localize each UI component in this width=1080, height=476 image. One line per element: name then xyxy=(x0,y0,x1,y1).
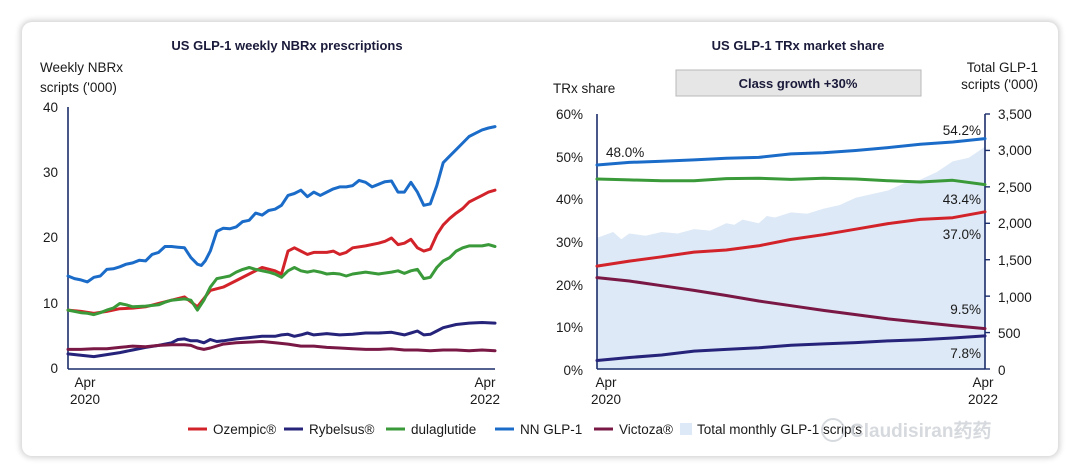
left-xtick-end-month: Apr xyxy=(474,375,496,390)
left-ylabel-line1: Weekly NBRx xyxy=(40,60,123,75)
nn-glp1-start-label: 48.0% xyxy=(606,145,644,160)
dulaglutide-end-label: 43.4% xyxy=(943,192,981,207)
left-xtick-end-year: 2022 xyxy=(470,392,500,407)
left-series-dulaglutide xyxy=(66,243,497,317)
right-ytick-right-1500: 1,500 xyxy=(998,253,1032,268)
right-series-rybelsus xyxy=(595,334,987,362)
right-ylabel-right-line1: Total GLP-1 xyxy=(967,60,1038,75)
right-xtick-end-month: Apr xyxy=(972,375,994,390)
left-ytick-10: 10 xyxy=(43,296,58,311)
class-growth-annotation: Class growth +30% xyxy=(739,76,858,91)
left-series-nn_glp1 xyxy=(66,125,497,284)
right-ytick-right-2500: 2,500 xyxy=(998,180,1032,195)
legend-total-label: Total monthly GLP-1 scripts xyxy=(697,422,862,437)
right-ytick-right-500: 500 xyxy=(998,326,1021,341)
legend-rybelsus-label: Rybelsus® xyxy=(309,422,375,437)
left-ytick-20: 20 xyxy=(43,230,58,245)
rybelsus-end-label: 7.8% xyxy=(950,346,981,361)
right-ytick-left-0: 0% xyxy=(563,363,583,378)
watermark-text: Claudisiran药药 xyxy=(850,419,991,442)
right-area-total-scripts xyxy=(597,146,985,369)
legend: Ozempic® Rybelsus® dulaglutide NN GLP-1 … xyxy=(188,422,862,437)
right-xtick-end-year: 2022 xyxy=(968,392,998,407)
wechat-icon xyxy=(821,418,845,442)
right-ytick-right-3500: 3,500 xyxy=(998,107,1032,122)
victoza-end-label: 9.5% xyxy=(950,302,981,317)
left-series-victoza xyxy=(66,340,497,353)
legend-total-swatch xyxy=(680,423,692,435)
right-ylabel-left: TRx share xyxy=(553,81,615,96)
right-ytick-left-30: 30% xyxy=(556,235,583,250)
right-ytick-left-10: 10% xyxy=(556,320,583,335)
right-chart-title: US GLP-1 TRx market share xyxy=(712,38,885,53)
right-ylabel-right-line2: scripts ('000) xyxy=(961,77,1038,92)
right-ytick-right-3000: 3,000 xyxy=(998,143,1032,158)
legend-dulaglutide-label: dulaglutide xyxy=(411,422,476,437)
legend-victoza-label: Victoza® xyxy=(619,422,673,437)
left-series-ozempic xyxy=(66,188,497,315)
left-ytick-40: 40 xyxy=(43,100,58,115)
right-ytick-left-50: 50% xyxy=(556,150,583,165)
right-series-ozempic xyxy=(595,210,987,268)
right-series-dulaglutide xyxy=(595,176,987,187)
right-ytick-left-20: 20% xyxy=(556,278,583,293)
left-ytick-0: 0 xyxy=(50,361,58,376)
right-xtick-start-month: Apr xyxy=(595,375,617,390)
class-growth-box xyxy=(675,69,922,97)
legend-nn-glp1-label: NN GLP-1 xyxy=(520,422,582,437)
left-xtick-start-month: Apr xyxy=(74,375,96,390)
left-ytick-30: 30 xyxy=(43,165,58,180)
legend-ozempic-label: Ozempic® xyxy=(213,422,276,437)
right-ytick-right-2000: 2,000 xyxy=(998,216,1032,231)
nn-glp1-end-label: 54.2% xyxy=(943,123,981,138)
right-ytick-right-1000: 1,000 xyxy=(998,290,1032,305)
right-series-nn_glp1 xyxy=(595,137,987,167)
watermark: Claudisiran药药 xyxy=(821,418,991,442)
ozempic-end-label: 37.0% xyxy=(943,227,981,242)
left-chart-title: US GLP-1 weekly NBRx prescriptions xyxy=(171,38,402,53)
left-ylabel-line2: scripts ('000) xyxy=(40,80,117,95)
right-xtick-start-year: 2020 xyxy=(591,392,621,407)
right-ytick-left-40: 40% xyxy=(556,192,583,207)
right-ytick-left-60: 60% xyxy=(556,107,583,122)
right-series-victoza xyxy=(595,276,987,331)
right-ytick-right-0: 0 xyxy=(998,363,1006,378)
left-xtick-start-year: 2020 xyxy=(70,392,100,407)
